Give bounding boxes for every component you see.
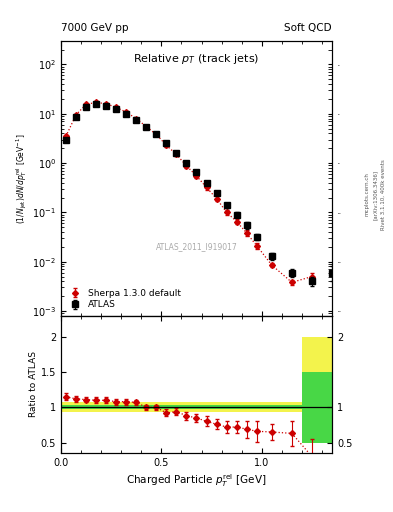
Bar <box>141 402 151 412</box>
Bar <box>302 337 332 442</box>
Bar <box>171 405 182 410</box>
Bar <box>141 405 151 410</box>
Bar <box>171 402 182 412</box>
Bar <box>242 405 252 410</box>
Text: mcplots.cern.ch: mcplots.cern.ch <box>365 173 370 217</box>
Bar <box>222 402 231 412</box>
Bar <box>111 405 121 410</box>
Bar <box>121 405 131 410</box>
Bar <box>202 405 211 410</box>
Bar <box>202 402 211 412</box>
Text: ATLAS_2011_I919017: ATLAS_2011_I919017 <box>156 243 237 251</box>
Bar <box>191 405 202 410</box>
Bar <box>262 405 282 410</box>
Bar <box>162 402 171 412</box>
Bar <box>162 405 171 410</box>
Bar <box>151 405 162 410</box>
Bar <box>61 405 71 410</box>
Text: Relative $p_T$ (track jets): Relative $p_T$ (track jets) <box>133 52 260 66</box>
Bar <box>101 402 111 412</box>
Bar <box>91 402 101 412</box>
Bar <box>242 402 252 412</box>
Bar <box>131 402 141 412</box>
Bar <box>222 405 231 410</box>
Text: 7000 GeV pp: 7000 GeV pp <box>61 23 129 33</box>
Bar <box>282 402 302 412</box>
Bar <box>302 372 332 442</box>
X-axis label: Charged Particle $p_T^\mathrm{rel}$ [GeV]: Charged Particle $p_T^\mathrm{rel}$ [GeV… <box>126 472 267 489</box>
Bar <box>252 405 262 410</box>
Y-axis label: $(1/N_\mathrm{jet})dN/dp_T^\mathrm{rel}\ [\mathrm{GeV}^{-1}]$: $(1/N_\mathrm{jet})dN/dp_T^\mathrm{rel}\… <box>15 133 29 224</box>
Bar <box>182 402 191 412</box>
Bar <box>81 402 91 412</box>
Bar <box>81 405 91 410</box>
Bar <box>252 402 262 412</box>
Y-axis label: Ratio to ATLAS: Ratio to ATLAS <box>29 351 38 417</box>
Bar <box>131 405 141 410</box>
Bar <box>231 402 242 412</box>
Bar <box>191 402 202 412</box>
Legend: Sherpa 1.3.0 default, ATLAS: Sherpa 1.3.0 default, ATLAS <box>65 287 183 311</box>
Bar <box>71 405 81 410</box>
Bar <box>231 405 242 410</box>
Bar <box>282 405 302 410</box>
Bar <box>111 402 121 412</box>
Bar <box>61 402 71 412</box>
Bar <box>101 405 111 410</box>
Bar <box>262 402 282 412</box>
Bar <box>151 402 162 412</box>
Bar <box>211 402 222 412</box>
Bar <box>211 405 222 410</box>
Bar <box>71 402 81 412</box>
Bar <box>182 405 191 410</box>
Bar <box>91 405 101 410</box>
Text: Soft QCD: Soft QCD <box>285 23 332 33</box>
Text: [arXiv:1306.3436]: [arXiv:1306.3436] <box>373 169 378 220</box>
Text: Rivet 3.1.10, 400k events: Rivet 3.1.10, 400k events <box>381 159 386 230</box>
Bar <box>121 402 131 412</box>
